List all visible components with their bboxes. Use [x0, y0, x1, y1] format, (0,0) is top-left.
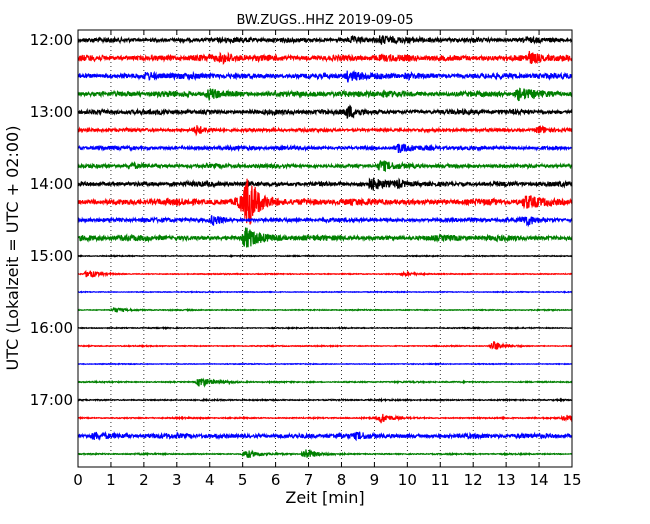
trace-1645 — [77, 377, 573, 388]
trace-1445 — [77, 227, 573, 248]
y-tick-label-1700: 17:00 — [30, 391, 73, 409]
trace-1300 — [77, 104, 573, 119]
y-tick-label-1200: 12:00 — [30, 31, 73, 49]
x-tick-label-12: 12 — [464, 471, 483, 489]
x-ticks: 0 1 2 3 4 5 6 7 8 9 10 11 12 13 14 15 — [73, 30, 582, 489]
x-tick-label-1: 1 — [106, 471, 116, 489]
trace-1215 — [77, 50, 573, 66]
trace-1400 — [77, 177, 573, 191]
x-tick-label-15: 15 — [562, 471, 581, 489]
trace-1730 — [77, 430, 573, 442]
trace-layer — [77, 34, 573, 458]
trace-1415 — [77, 178, 573, 225]
x-tick-label-9: 9 — [370, 471, 380, 489]
trace-1245 — [77, 87, 573, 102]
trace-1330 — [77, 143, 573, 154]
trace-1745 — [77, 449, 573, 458]
x-tick-label-5: 5 — [238, 471, 248, 489]
trace-1615 — [77, 341, 573, 350]
x-tick-label-2: 2 — [139, 471, 149, 489]
trace-1430 — [77, 215, 573, 228]
x-tick-label-11: 11 — [431, 471, 450, 489]
x-tick-label-14: 14 — [530, 471, 549, 489]
x-tick-label-13: 13 — [497, 471, 516, 489]
x-tick-label-10: 10 — [398, 471, 417, 489]
chart-title: BW.ZUGS..HHZ 2019-09-05 — [236, 13, 413, 28]
x-tick-label-4: 4 — [205, 471, 215, 489]
y-tick-label-1600: 16:00 — [30, 319, 73, 337]
x-tick-label-8: 8 — [337, 471, 347, 489]
trace-1530 — [77, 290, 573, 294]
trace-1230 — [77, 69, 573, 83]
trace-1715 — [77, 413, 573, 424]
y-axis-label: UTC (Lokalzeit = UTC + 02:00) — [3, 126, 22, 371]
y-tick-label-1400: 14:00 — [30, 175, 73, 193]
x-tick-label-6: 6 — [271, 471, 281, 489]
trace-1630 — [77, 362, 573, 366]
plot-frame — [77, 29, 573, 468]
x-tick-label-7: 7 — [304, 471, 314, 489]
trace-1515 — [77, 269, 573, 278]
x-tick-label-0: 0 — [73, 471, 83, 489]
x-tick-label-3: 3 — [172, 471, 182, 489]
trace-1600 — [77, 325, 573, 331]
trace-1200 — [77, 34, 573, 46]
y-tick-label-1300: 13:00 — [30, 103, 73, 121]
trace-1700 — [77, 397, 573, 403]
trace-1545 — [77, 307, 573, 313]
plot-border — [77, 29, 573, 468]
y-ticks: 12:00 13:00 14:00 15:00 16:00 17:00 — [30, 31, 572, 409]
grid-lines — [110, 30, 540, 467]
trace-1315 — [77, 124, 573, 137]
trace-1500 — [77, 253, 573, 259]
y-tick-label-1500: 15:00 — [30, 247, 73, 265]
x-axis-label: Zeit [min] — [285, 488, 364, 507]
trace-1345 — [77, 159, 573, 173]
